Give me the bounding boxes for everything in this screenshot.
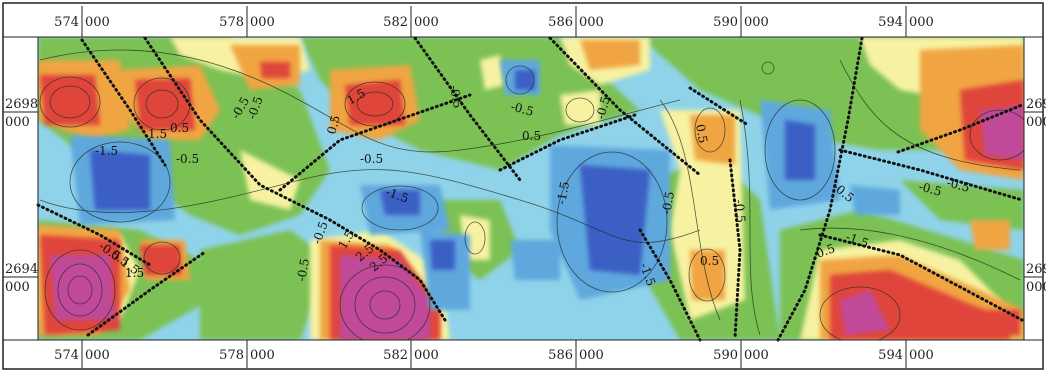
svg-text:582: 582 xyxy=(383,15,408,30)
plot-border xyxy=(37,36,1025,341)
svg-text:000: 000 xyxy=(5,115,30,130)
svg-text:2694: 2694 xyxy=(5,262,38,277)
svg-text:586: 586 xyxy=(548,348,573,363)
x-tick: 590 000 xyxy=(713,340,769,368)
plot-area xyxy=(38,37,1024,340)
y-tick: 2694 000 xyxy=(1024,262,1046,295)
contour-label: -1.5 xyxy=(95,144,118,158)
svg-text:578: 578 xyxy=(219,15,244,30)
svg-text:578: 578 xyxy=(219,348,244,363)
contour-label: -0.5 xyxy=(176,152,199,166)
fault-line xyxy=(86,250,207,337)
contour-label: -0.5 xyxy=(294,257,312,282)
fault-line xyxy=(818,233,1024,322)
contour-label: 0.5 xyxy=(700,254,719,268)
svg-text:000: 000 xyxy=(250,348,275,363)
x-tick: 594 000 xyxy=(878,6,934,37)
svg-text:590: 590 xyxy=(713,348,738,363)
svg-text:000: 000 xyxy=(414,348,439,363)
contour-label: 0.5 xyxy=(170,121,189,135)
svg-text:2694: 2694 xyxy=(1026,262,1046,277)
x-tick: 586 000 xyxy=(548,6,604,37)
svg-text:590: 590 xyxy=(713,15,738,30)
fault-line xyxy=(728,158,742,340)
contour-label: -1.5 xyxy=(554,180,572,205)
fault-line xyxy=(413,36,522,182)
svg-text:000: 000 xyxy=(744,348,769,363)
svg-text:000: 000 xyxy=(1026,115,1046,130)
svg-text:000: 000 xyxy=(1026,280,1046,295)
contour-label: 1.5 xyxy=(125,266,144,280)
fault-line xyxy=(776,36,864,342)
contour-label: 1.5 xyxy=(148,127,167,141)
svg-text:000: 000 xyxy=(414,15,439,30)
contour-label: -0.5 xyxy=(659,190,677,215)
x-tick: 594 000 xyxy=(878,340,934,368)
fault-lines xyxy=(36,36,1024,342)
y-tick: 2698 000 xyxy=(1024,97,1046,130)
contour-label: -0.5 xyxy=(360,152,383,166)
fault-line xyxy=(278,93,472,192)
svg-text:000: 000 xyxy=(909,15,934,30)
svg-text:000: 000 xyxy=(250,15,275,30)
x-axis-bottom: 574 000 578 000 582 000 586 000 590 000 … xyxy=(54,340,934,368)
contour-lines xyxy=(39,49,1024,340)
x-tick: 590 000 xyxy=(713,6,769,37)
fault-line xyxy=(80,38,167,167)
x-tick: 582 000 xyxy=(383,6,439,37)
svg-text:574: 574 xyxy=(54,15,79,30)
x-axis-top: 574 000 578 000 582 000 586 000 590 000 … xyxy=(54,6,934,37)
svg-text:000: 000 xyxy=(85,348,110,363)
fault-line xyxy=(638,228,702,342)
svg-text:594: 594 xyxy=(878,15,903,30)
svg-text:000: 000 xyxy=(85,15,110,30)
contour-label: -0.5 xyxy=(509,99,535,119)
contour-label: -0.5 xyxy=(447,84,465,109)
deep-blue-fields xyxy=(90,70,815,275)
svg-text:000: 000 xyxy=(909,348,934,363)
svg-text:000: 000 xyxy=(579,348,604,363)
contour-label: 0.5 xyxy=(324,114,342,136)
x-tick: 574 000 xyxy=(54,340,110,368)
y-tick: 2698 000 xyxy=(3,97,38,130)
x-tick: 578 000 xyxy=(219,6,275,37)
fault-line xyxy=(498,113,637,172)
svg-text:586: 586 xyxy=(548,15,573,30)
svg-text:2698: 2698 xyxy=(5,97,38,112)
svg-text:000: 000 xyxy=(744,15,769,30)
contour-label: 0.5 xyxy=(693,123,710,144)
contour-label: -0.5 xyxy=(593,95,613,121)
contour-label: 0.5 xyxy=(522,129,541,143)
fault-line xyxy=(896,103,1024,154)
contour-label: -0.5 xyxy=(732,199,748,223)
fault-line xyxy=(548,36,702,177)
svg-text:594: 594 xyxy=(878,348,903,363)
fault-line xyxy=(688,86,750,127)
x-tick: 586 000 xyxy=(548,340,604,368)
contour-label: 0.5 xyxy=(814,241,837,261)
contour-label: -0.5 xyxy=(917,179,943,199)
svg-text:000: 000 xyxy=(5,280,30,295)
svg-text:582: 582 xyxy=(383,348,408,363)
x-tick: 574 000 xyxy=(54,6,110,37)
svg-text:000: 000 xyxy=(579,15,604,30)
x-tick: 582 000 xyxy=(383,340,439,368)
svg-text:574: 574 xyxy=(54,348,79,363)
fault-line xyxy=(36,203,152,267)
y-tick: 2694 000 xyxy=(3,262,38,295)
svg-text:2698: 2698 xyxy=(1026,97,1046,112)
fault-line xyxy=(143,36,447,322)
fault-line xyxy=(838,148,1024,202)
x-tick: 578 000 xyxy=(219,340,275,368)
contour-label: -0.5 xyxy=(945,175,971,195)
